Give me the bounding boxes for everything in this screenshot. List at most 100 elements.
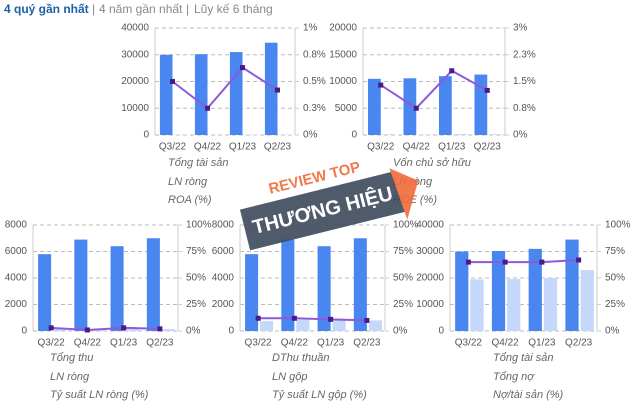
- point: [502, 259, 508, 265]
- y2-tick-label: 50%: [605, 273, 625, 284]
- bar: [89, 329, 103, 331]
- y-tick-label: 20000: [416, 273, 444, 284]
- bar: [159, 54, 173, 135]
- y-tick-label: 40000: [416, 220, 444, 231]
- x-tick-label: Q3/22: [159, 142, 187, 153]
- y-tick-label: 6000: [212, 246, 235, 257]
- watermark-shape: [389, 168, 419, 220]
- bar: [74, 239, 88, 331]
- x-tick-label: Q2/23: [565, 338, 593, 349]
- bar: [281, 239, 295, 331]
- x-tick-label: Q1/23: [317, 338, 345, 349]
- tab[interactable]: Lũy kế 6 tháng: [194, 2, 273, 16]
- y2-tick-label: 100%: [186, 220, 212, 231]
- y2-tick-label: 50%: [393, 273, 413, 284]
- y2-tick-label: 0%: [605, 326, 620, 337]
- x-tick-label: Q2/23: [146, 338, 174, 349]
- y-tick-label: 10000: [121, 103, 149, 114]
- point: [364, 317, 370, 323]
- tab-separator: |: [92, 2, 95, 16]
- point: [449, 68, 455, 74]
- bar: [146, 238, 160, 331]
- y-tick-label: 2000: [212, 299, 235, 310]
- y2-tick-label: 75%: [186, 246, 206, 257]
- point: [576, 257, 582, 263]
- bar: [353, 238, 367, 331]
- bar: [403, 78, 417, 135]
- watermark-banner: [239, 170, 406, 251]
- watermark: REVIEW TOP THƯƠNG HIỆU: [239, 159, 419, 251]
- bar: [194, 54, 208, 136]
- y2-tick-label: 75%: [605, 246, 625, 257]
- y-tick-label: 10000: [329, 76, 357, 87]
- point: [121, 325, 127, 331]
- y-tick-label: 30000: [121, 49, 149, 60]
- y2-tick-label: 1%: [303, 23, 318, 34]
- legend-label: LN ròng: [168, 176, 208, 188]
- point: [205, 105, 210, 111]
- x-tick-label: Q2/23: [264, 142, 292, 153]
- x-tick-label: Q1/23: [528, 338, 556, 349]
- y2-tick-label: 2.3%: [513, 49, 536, 60]
- line: [380, 69, 488, 110]
- legend-label: LN ròng: [50, 371, 90, 383]
- x-tick-label: Q3/22: [245, 338, 273, 349]
- point: [484, 87, 490, 93]
- x-tick-label: Q2/23: [474, 142, 502, 153]
- y2-tick-label: 0.5%: [303, 76, 326, 87]
- y2-tick-label: 0%: [303, 130, 318, 141]
- y-tick-label: 20000: [121, 76, 149, 87]
- y2-tick-label: 50%: [186, 273, 206, 284]
- bar: [455, 251, 469, 331]
- point: [539, 259, 545, 265]
- y-tick-label: 20000: [329, 23, 357, 34]
- point: [170, 79, 175, 84]
- bar: [580, 270, 594, 331]
- y2-tick-label: 1.5%: [513, 76, 536, 87]
- bar: [110, 246, 124, 331]
- bar: [453, 133, 467, 135]
- y-tick-label: 4000: [5, 273, 28, 284]
- y2-tick-label: 75%: [393, 246, 413, 257]
- legend-label: Tổng nợ: [493, 371, 535, 383]
- y-tick-label: 2000: [5, 299, 28, 310]
- legend-label: ROA (%): [168, 194, 212, 206]
- bar: [229, 52, 243, 136]
- point: [255, 315, 261, 321]
- y-tick-label: 4000: [212, 273, 235, 284]
- point: [378, 82, 384, 88]
- legend-label: LN gộp: [272, 371, 307, 383]
- point: [413, 105, 419, 111]
- tab[interactable]: 4 năm gần nhất: [99, 2, 183, 16]
- x-tick-label: Q3/22: [38, 338, 66, 349]
- legend-label: Tỷ suất LN ròng (%): [50, 389, 149, 401]
- y-tick-label: 0: [228, 326, 234, 337]
- y2-tick-label: 0.8%: [513, 103, 536, 114]
- bar: [438, 76, 452, 135]
- y-tick-label: 10000: [416, 299, 444, 310]
- x-tick-label: Q4/22: [492, 338, 520, 349]
- charts: 0100002000030000400000%0.3%0.5%0.8%1%Q3/…: [5, 23, 631, 401]
- bar: [491, 250, 506, 331]
- bar: [244, 134, 258, 135]
- bar: [260, 321, 274, 331]
- bar: [382, 134, 396, 135]
- y-tick-label: 0: [143, 130, 149, 141]
- bar: [332, 320, 346, 331]
- legend-label: DThu thuần: [272, 352, 329, 364]
- x-tick-label: Q1/23: [229, 142, 257, 153]
- bar: [161, 329, 175, 331]
- tab[interactable]: 4 quý gần nhất: [4, 2, 89, 16]
- x-tick-label: Q2/23: [353, 338, 381, 349]
- y-tick-label: 0: [438, 326, 444, 337]
- legend-label: Tỷ suất LN gộp (%): [272, 389, 367, 401]
- legend-label: Tổng thu: [50, 352, 93, 364]
- bar: [470, 279, 484, 331]
- point: [48, 325, 54, 331]
- bar: [317, 246, 331, 331]
- bar: [528, 248, 542, 331]
- bar: [245, 254, 259, 331]
- bar: [53, 329, 67, 331]
- line: [258, 317, 367, 322]
- y-tick-label: 5000: [335, 103, 358, 114]
